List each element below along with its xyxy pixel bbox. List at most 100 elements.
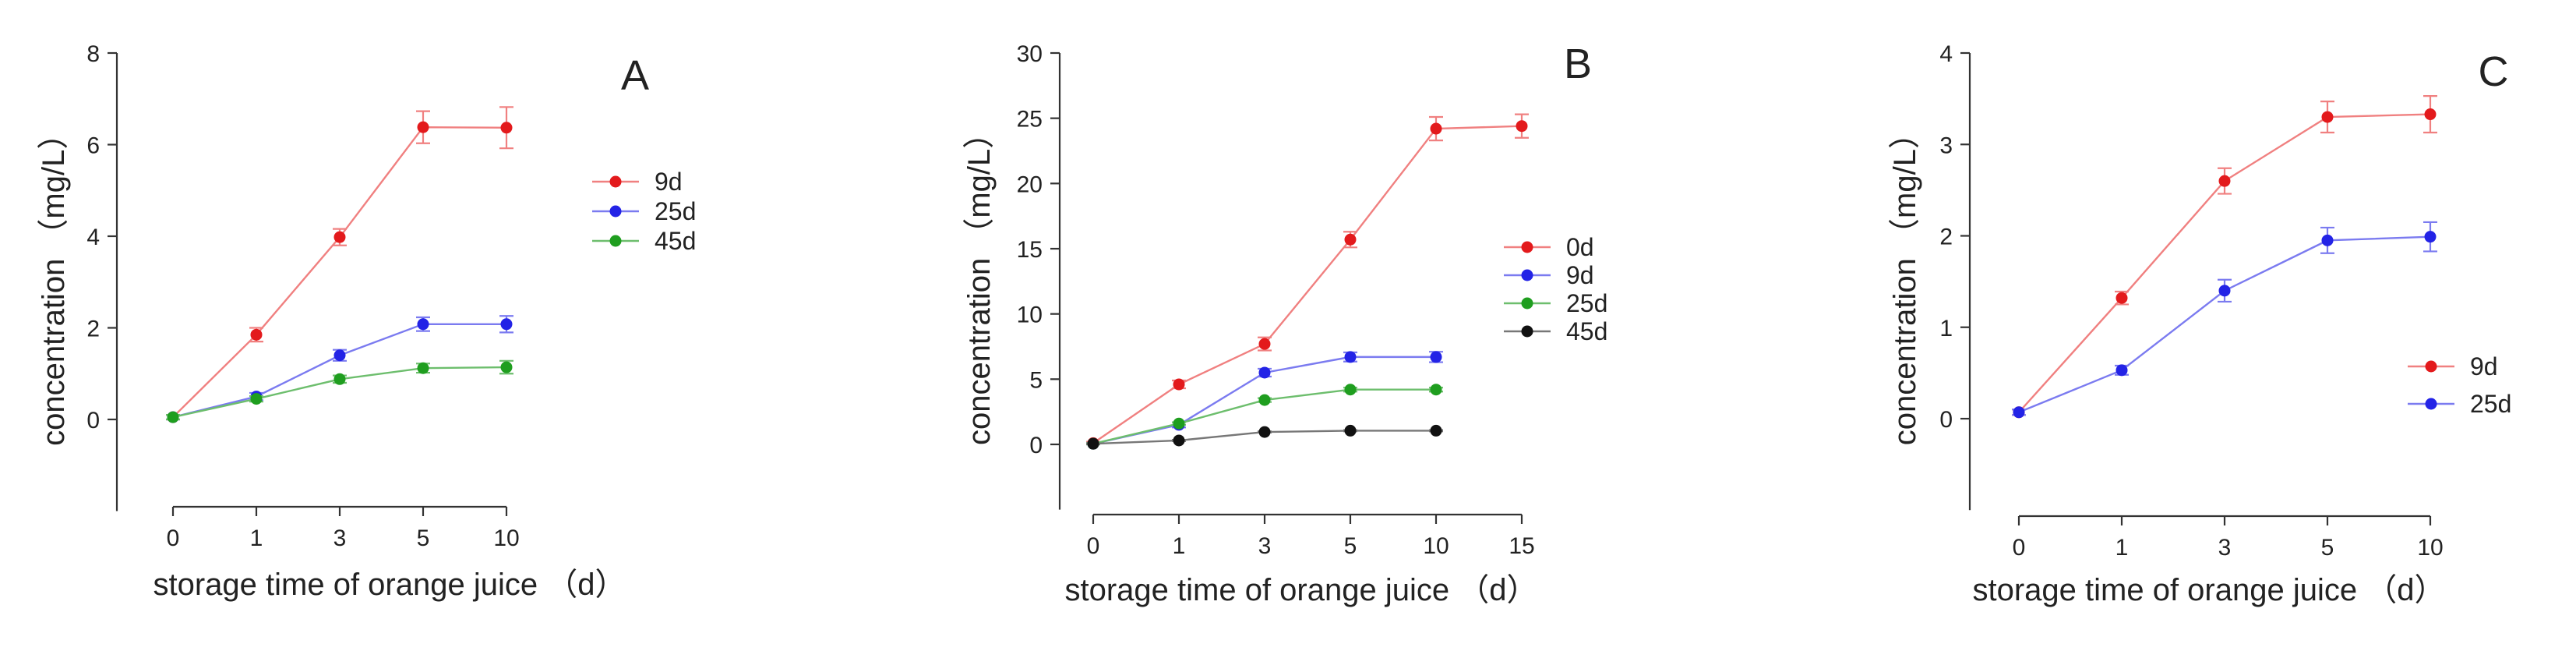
y-tick-label: 0 (1939, 407, 1953, 433)
legend-marker (609, 205, 622, 218)
x-tick-label: 10 (2417, 535, 2443, 561)
data-point (2321, 234, 2334, 246)
data-point (1173, 434, 1185, 447)
x-tick-label: 5 (2321, 535, 2334, 561)
legend-label: 25d (1566, 289, 1607, 317)
y-tick-label: 2 (86, 317, 100, 342)
legend-marker (609, 175, 622, 188)
data-point (417, 121, 429, 133)
data-point (1430, 122, 1442, 135)
x-tick-label: 0 (167, 525, 180, 551)
data-point (1344, 351, 1357, 363)
data-point (1344, 233, 1357, 246)
series-9d (2012, 95, 2437, 419)
x-axis-title: storage time of orange juice （d） (154, 568, 626, 602)
legend-label: 25d (655, 197, 696, 225)
data-point (2115, 364, 2128, 377)
series-45d (166, 359, 513, 423)
series-0d (1086, 113, 1529, 449)
x-tick-label: 5 (417, 525, 430, 551)
y-tick-label: 4 (86, 225, 100, 250)
x-tick-label: 10 (1423, 533, 1449, 559)
series-25d (1086, 384, 1443, 450)
legend-marker (2425, 398, 2437, 410)
y-tick-label: 0 (86, 408, 100, 433)
x-axis-title: storage time of orange juice （d） (1065, 573, 1538, 607)
y-tick-label: 5 (1029, 367, 1043, 393)
data-point (2218, 285, 2231, 297)
y-tick-label: 1 (1939, 316, 1953, 341)
legend-label: 9d (2470, 352, 2498, 380)
legend-label: 45d (1566, 317, 1607, 345)
x-tick-label: 1 (250, 525, 263, 551)
x-tick-label: 3 (1258, 533, 1272, 559)
data-point (2115, 292, 2128, 304)
data-point (1173, 378, 1185, 391)
series-line-0d (1092, 125, 1523, 444)
data-point (250, 328, 263, 341)
panel-label: A (621, 52, 649, 99)
x-tick-label: 15 (1509, 533, 1534, 559)
y-tick-label: 30 (1017, 41, 1043, 67)
y-tick-label: 25 (1017, 107, 1043, 133)
series-45d (1086, 424, 1443, 450)
y-tick-label: 15 (1017, 237, 1043, 263)
legend-label: 45d (655, 227, 696, 255)
x-tick-label: 1 (2115, 535, 2129, 561)
x-axis-title: storage time of orange juice （d） (1973, 573, 2446, 607)
y-axis-title: concentration （mg/L） (37, 119, 71, 446)
legend-marker (1521, 325, 1533, 338)
series-line-25d (172, 323, 506, 419)
x-tick-label: 0 (2013, 535, 2026, 561)
x-tick-label: 5 (1344, 533, 1357, 559)
chart-panel-A: 0 2 4 6 8 0 1 3 5 10 storage time of orange juice … (37, 41, 696, 602)
data-point (1344, 384, 1357, 396)
data-point (2424, 108, 2437, 121)
series-line-9d (2018, 113, 2431, 413)
data-point (1258, 426, 1271, 438)
x-tick-label: 10 (493, 525, 519, 551)
data-point (1258, 366, 1271, 379)
chart-panel-B: 0 5 10 15 20 25 30 0 1 3 5 10 15 storage time of oran… (962, 41, 1607, 607)
data-point (333, 349, 346, 362)
data-point (1516, 120, 1528, 133)
data-point (1087, 437, 1099, 450)
data-point (333, 231, 346, 243)
y-axis-title: concentration （mg/L） (1888, 118, 1922, 445)
chart-panel-C: 0 1 2 3 4 0 1 3 5 10 storage time of orange juice … (1888, 41, 2511, 607)
panel-label: C (2479, 48, 2509, 95)
y-tick-label: 10 (1017, 303, 1043, 328)
data-point (500, 318, 513, 331)
data-point (1430, 384, 1442, 396)
y-tick-label: 2 (1939, 225, 1953, 250)
legend-label: 25d (2470, 390, 2511, 418)
data-point (1430, 351, 1442, 363)
legend-marker (2425, 360, 2437, 373)
data-point (333, 373, 346, 385)
y-axis-title: concentration （mg/L） (962, 118, 997, 445)
data-point (2218, 175, 2231, 187)
series-line-25d (2018, 235, 2431, 413)
legend-marker (609, 235, 622, 247)
data-point (1173, 417, 1185, 430)
data-point (1258, 394, 1271, 406)
series-25d (2012, 221, 2437, 419)
data-point (500, 361, 513, 373)
legend-marker (1521, 241, 1533, 253)
data-point (1258, 338, 1271, 350)
y-tick-label: 4 (1939, 41, 1953, 67)
y-tick-label: 0 (1029, 433, 1043, 458)
x-tick-label: 1 (1173, 533, 1186, 559)
y-tick-label: 6 (86, 133, 100, 159)
data-point (417, 362, 429, 374)
legend-marker (1521, 269, 1533, 281)
data-point (250, 393, 263, 405)
data-point (167, 411, 179, 423)
legend-label: 9d (655, 168, 683, 196)
legend-label: 0d (1566, 233, 1594, 261)
data-point (417, 318, 429, 331)
data-point (2424, 231, 2437, 243)
